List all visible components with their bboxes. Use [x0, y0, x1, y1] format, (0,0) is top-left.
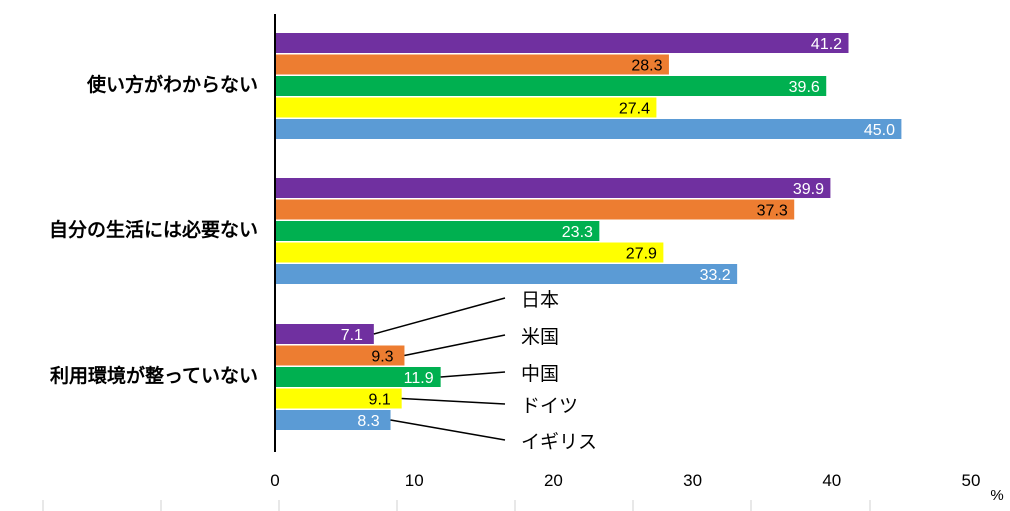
category-label-2: 自分の生活には必要ない — [49, 218, 258, 241]
bar-1-4 — [275, 97, 657, 118]
category-label-3: 利用環境が整っていない — [50, 364, 258, 387]
bar-3-5 — [275, 410, 391, 430]
value-label-1-3: 39.6 — [789, 79, 820, 96]
category-label-1: 使い方がわからない — [86, 73, 258, 96]
bar-1-3 — [275, 76, 827, 96]
bar-2-2 — [275, 199, 795, 220]
bar-2-4 — [275, 242, 664, 263]
value-label-2-5: 33.2 — [700, 267, 731, 284]
bar-3-2 — [275, 345, 405, 366]
bar-1-2 — [275, 54, 669, 75]
value-label-3-2: 9.3 — [371, 349, 393, 366]
bottom-tick-marks — [42, 500, 871, 511]
bar-2-1 — [275, 178, 831, 198]
value-label-1-5: 45.0 — [864, 122, 895, 139]
legend-label-1: 日本 — [521, 289, 559, 311]
x-tick-label-0: 0 — [270, 471, 279, 490]
x-tick-label-40: 40 — [822, 471, 841, 490]
bar-2-3 — [275, 221, 600, 241]
legend-leader-line-3 — [440, 371, 506, 378]
value-label-2-4: 27.9 — [626, 246, 657, 263]
x-tick-label-50: 50 — [962, 471, 981, 490]
x-tick-label-30: 30 — [683, 471, 702, 490]
value-labels-layer: 41.2 28.3 39.6 27.4 45.0 39.9 37.3 23.3 27.9 33.2… — [341, 36, 895, 430]
bar-3-4 — [275, 388, 402, 409]
bar-1-5 — [275, 119, 902, 139]
value-label-3-4: 9.1 — [369, 392, 391, 409]
x-axis-ticks: 0 10 20 30 40 50 — [270, 471, 980, 490]
value-label-1-2: 28.3 — [631, 58, 662, 75]
value-label-2-1: 39.9 — [793, 181, 824, 198]
value-label-2-2: 37.3 — [757, 203, 788, 220]
legend-leader-line-2 — [404, 334, 506, 357]
value-label-1-1: 41.2 — [811, 36, 842, 53]
legend-leader-line-1 — [373, 297, 506, 335]
value-label-1-4: 27.4 — [619, 101, 650, 118]
value-label-3-5: 8.3 — [357, 413, 379, 430]
x-tick-label-10: 10 — [405, 471, 424, 490]
legend-label-3: 中国 — [521, 363, 559, 385]
bar-3-1 — [275, 324, 374, 344]
legend-leader-line-5 — [390, 419, 506, 441]
x-tick-label-20: 20 — [544, 471, 563, 490]
legend-leader-line-4 — [401, 397, 506, 405]
value-label-3-1: 7.1 — [341, 327, 363, 344]
bars-layer — [275, 33, 902, 430]
legend-label-4: ドイツ — [521, 395, 578, 417]
bar-3-3 — [275, 367, 441, 387]
legend-label-5: イギリス — [521, 431, 597, 453]
value-label-2-3: 23.3 — [562, 224, 593, 241]
bar-1-1 — [275, 33, 849, 53]
bar-2-5 — [275, 264, 738, 284]
x-axis-unit-label: % — [990, 487, 1003, 504]
legend-label-2: 米国 — [521, 326, 559, 348]
value-label-3-3: 11.9 — [404, 370, 434, 387]
